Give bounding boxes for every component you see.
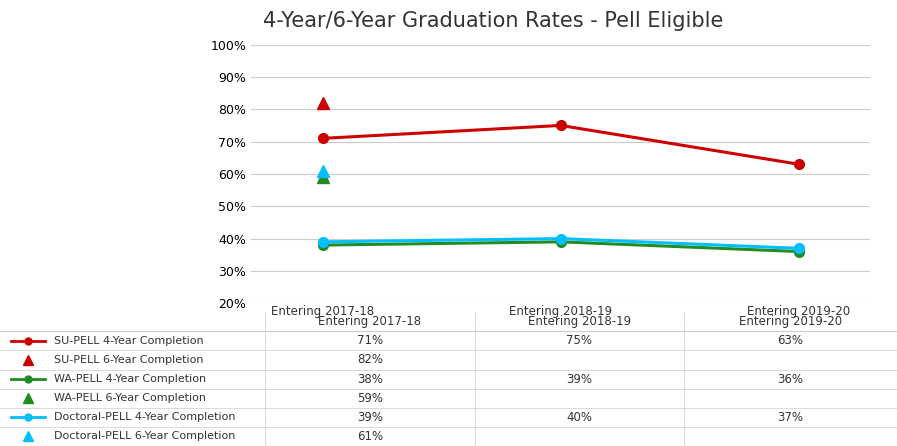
Text: 40%: 40% [567,411,592,424]
Text: 61%: 61% [357,430,383,443]
Text: Entering 2017-18: Entering 2017-18 [318,315,422,328]
Text: Doctoral-PELL 6-Year Completion: Doctoral-PELL 6-Year Completion [54,431,235,442]
Text: Doctoral-PELL 4-Year Completion: Doctoral-PELL 4-Year Completion [54,413,235,422]
Text: Entering 2019-20: Entering 2019-20 [739,315,841,328]
Text: Entering 2018-19: Entering 2018-19 [509,305,612,318]
Text: 71%: 71% [357,334,383,347]
Text: WA-PELL 6-Year Completion: WA-PELL 6-Year Completion [54,393,205,403]
Text: 39%: 39% [567,372,592,386]
Text: 82%: 82% [357,354,383,367]
Text: SU-PELL 6-Year Completion: SU-PELL 6-Year Completion [54,355,204,365]
Text: SU-PELL 4-Year Completion: SU-PELL 4-Year Completion [54,336,204,346]
Text: 75%: 75% [567,334,592,347]
Text: Entering 2017-18: Entering 2017-18 [271,305,374,318]
Text: Entering 2018-19: Entering 2018-19 [528,315,631,328]
Text: 4-Year/6-Year Graduation Rates - Pell Eligible: 4-Year/6-Year Graduation Rates - Pell El… [263,11,724,31]
Text: 38%: 38% [357,372,383,386]
Text: 63%: 63% [778,334,803,347]
Text: 36%: 36% [778,372,803,386]
Text: 59%: 59% [357,392,383,405]
Text: Entering 2019-20: Entering 2019-20 [747,305,850,318]
Text: WA-PELL 4-Year Completion: WA-PELL 4-Year Completion [54,374,206,384]
Text: 39%: 39% [357,411,383,424]
Text: 37%: 37% [778,411,803,424]
